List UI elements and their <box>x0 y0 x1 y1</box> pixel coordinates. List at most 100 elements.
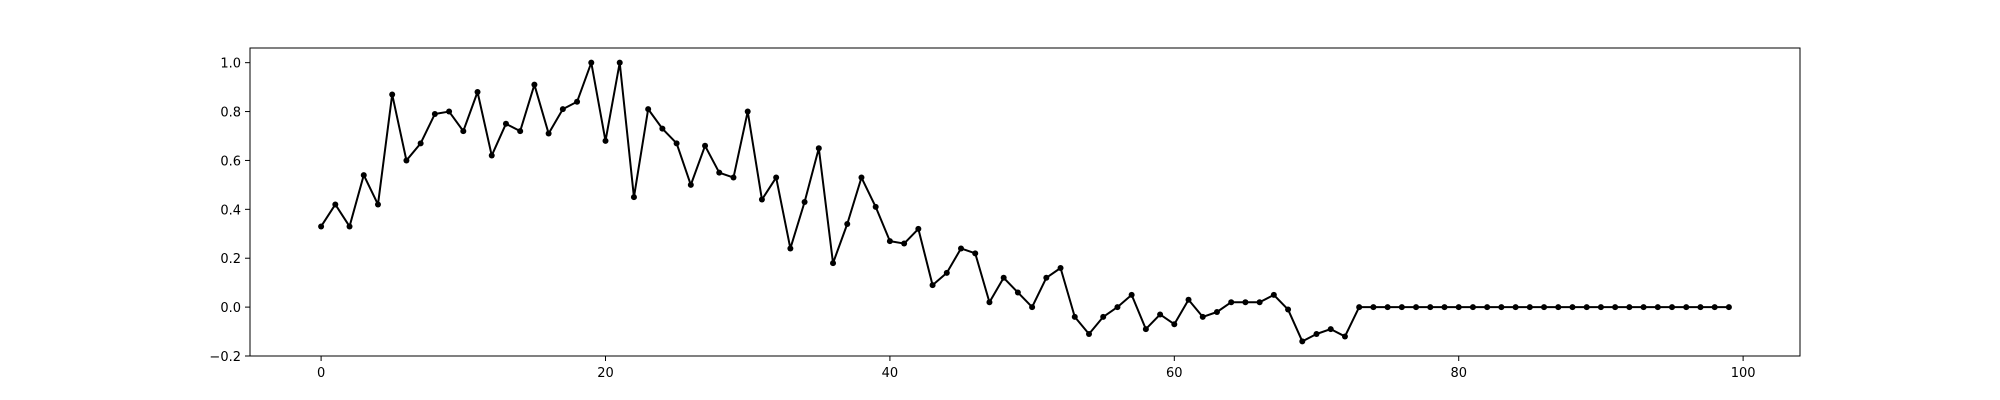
data-point <box>1555 304 1562 311</box>
data-point <box>1384 304 1391 311</box>
data-point <box>1313 331 1320 337</box>
data-point <box>972 250 979 257</box>
y-tick-label: −0.2 <box>209 350 241 365</box>
data-point <box>1128 291 1135 298</box>
data-point <box>1100 313 1107 320</box>
data-point <box>744 108 751 115</box>
data-point <box>1669 304 1676 311</box>
data-point <box>943 269 950 276</box>
data-point <box>360 172 367 179</box>
data-point <box>502 120 509 127</box>
data-point <box>1057 265 1064 271</box>
data-point <box>787 245 794 252</box>
data-point <box>1029 304 1036 311</box>
data-point <box>417 140 424 147</box>
data-point <box>460 128 467 135</box>
data-point <box>574 98 581 105</box>
data-point <box>1270 291 1277 298</box>
data-point <box>730 174 737 181</box>
data-point <box>630 194 637 201</box>
data-point <box>517 128 524 135</box>
data-point <box>1569 304 1576 311</box>
x-tick-label: 0 <box>317 366 325 381</box>
y-tick-label: 0.6 <box>220 154 241 169</box>
data-point <box>1697 304 1704 311</box>
data-point <box>929 282 936 289</box>
data-point <box>1612 304 1619 311</box>
data-point <box>588 59 595 66</box>
series-layer <box>318 59 1732 345</box>
data-point <box>1398 304 1405 311</box>
data-point <box>1370 304 1377 311</box>
data-point <box>1725 304 1732 311</box>
data-point <box>1597 304 1604 311</box>
data-point <box>1683 304 1690 311</box>
data-point <box>673 140 680 147</box>
y-tick-label: 0.0 <box>220 301 241 316</box>
data-point <box>1256 299 1263 306</box>
data-point <box>1441 304 1448 311</box>
data-point <box>844 221 851 227</box>
x-tick-label: 80 <box>1450 366 1467 381</box>
data-point <box>1356 304 1363 311</box>
data-point <box>332 201 339 208</box>
y-tick-label: 1.0 <box>220 57 241 72</box>
data-point <box>702 142 709 149</box>
data-point <box>1199 313 1206 320</box>
data-point <box>616 59 623 66</box>
data-point <box>1626 304 1633 311</box>
data-point <box>1341 333 1348 340</box>
data-point <box>1213 309 1220 315</box>
data-point <box>1640 304 1647 311</box>
data-point <box>915 225 922 232</box>
data-point <box>1071 313 1078 320</box>
data-point <box>531 81 538 88</box>
data-point <box>1498 304 1505 311</box>
data-point <box>1171 321 1178 328</box>
data-point <box>1142 326 1149 333</box>
data-point <box>1285 306 1292 313</box>
data-point <box>986 299 993 306</box>
data-point <box>801 199 808 205</box>
data-point <box>1512 304 1519 311</box>
data-point <box>901 240 908 247</box>
data-point <box>1526 304 1533 311</box>
data-point <box>1427 304 1434 311</box>
x-tick-label: 40 <box>882 366 899 381</box>
y-tick-label: 0.2 <box>220 252 241 267</box>
x-tick-label: 20 <box>597 366 614 381</box>
data-point <box>559 106 566 113</box>
data-point <box>431 111 438 117</box>
data-point <box>1327 326 1334 333</box>
data-point <box>1014 289 1021 296</box>
data-point <box>403 157 410 164</box>
data-point <box>716 169 723 176</box>
data-point <box>1157 311 1164 318</box>
data-point <box>545 130 552 137</box>
series-line <box>320 61 1729 343</box>
ticks-layer: 0 20 40 60 80 100 −0.2 0.0 0.2 0.4 0.6 0.8 1.0 <box>209 57 1755 381</box>
data-point <box>1484 304 1491 311</box>
data-point <box>1228 299 1235 306</box>
data-point <box>318 223 325 230</box>
data-point <box>1242 299 1249 306</box>
data-point <box>1000 274 1007 281</box>
data-point <box>488 152 495 159</box>
data-point <box>1711 304 1718 311</box>
data-point <box>1583 304 1590 311</box>
data-point <box>687 181 694 188</box>
data-point <box>1043 274 1050 281</box>
data-point <box>659 125 666 132</box>
x-tick-label: 60 <box>1166 366 1183 381</box>
data-point <box>602 137 609 144</box>
data-point <box>446 108 453 115</box>
data-point <box>958 245 965 252</box>
plot-frame <box>249 47 1801 357</box>
y-tick-label: 0.4 <box>220 203 241 218</box>
data-point <box>374 201 381 208</box>
data-point <box>872 203 879 210</box>
data-point <box>645 106 652 113</box>
data-point <box>1185 296 1192 303</box>
